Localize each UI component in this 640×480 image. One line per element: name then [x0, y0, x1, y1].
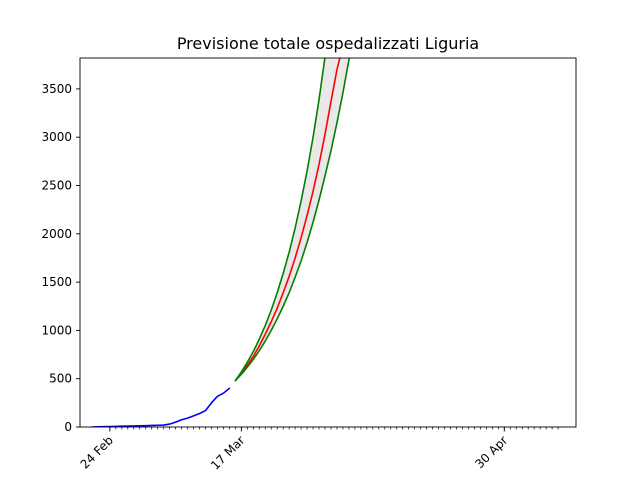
chart-title: Previsione totale ospedalizzati Liguria — [177, 34, 479, 53]
y-tick-label: 2500 — [41, 179, 72, 193]
series-line-lower-bound — [234, 58, 351, 382]
y-tick-label: 1000 — [41, 323, 72, 337]
series-line-upper-bound — [234, 58, 326, 382]
confidence-band — [235, 58, 350, 381]
plot-frame — [79, 57, 577, 428]
confidence-band-layer — [235, 58, 350, 381]
y-tick-label: 1500 — [41, 275, 72, 289]
y-tick-label: 0 — [64, 420, 72, 434]
y-tick-label: 3000 — [41, 130, 72, 144]
y-tick-label: 3500 — [41, 82, 72, 96]
y-tick-label: 2000 — [41, 227, 72, 241]
series-line-observed — [91, 387, 231, 427]
y-tick-label: 500 — [49, 372, 72, 386]
series-line-forecast — [234, 58, 341, 382]
series-layer — [91, 58, 351, 427]
